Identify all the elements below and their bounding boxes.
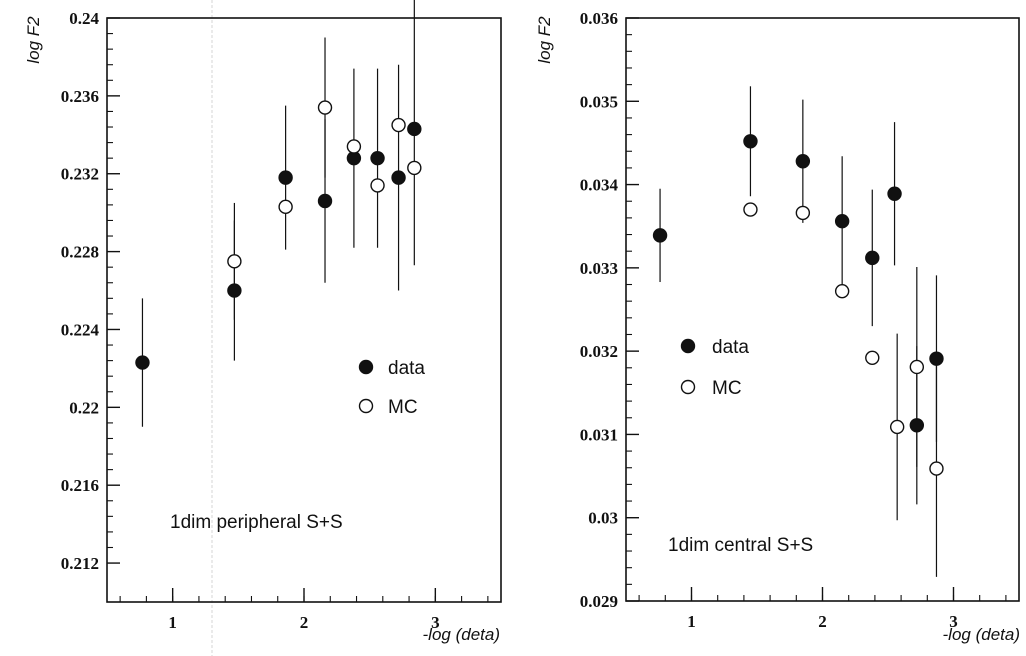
y-tick-label: 0.033 (580, 259, 618, 278)
data-point (865, 250, 880, 266)
x-ticks: 1 2 3 (119, 588, 489, 632)
data-point (135, 355, 150, 370)
data-point (909, 418, 925, 433)
mc-point (391, 117, 406, 133)
chart-peripheral: 0.212 0.216 0.22 0.224 0.228 0.232 0.236 0.24 1… (24, 0, 502, 644)
x-tick-label: 2 (300, 613, 309, 632)
data-point (391, 170, 406, 185)
y-tick-label: 0.03 (588, 509, 618, 528)
panel-annotation: 1dim central S+S (668, 535, 813, 556)
legend-data-label: data (712, 337, 749, 358)
mc-point (278, 199, 293, 215)
mc-point (834, 283, 850, 299)
y-axis-label: log F2 (535, 16, 554, 64)
mc-point (795, 205, 811, 221)
y-tick-label: 0.036 (580, 9, 618, 28)
mc-point (889, 419, 905, 435)
error-bars (141, 0, 415, 427)
legend-data-marker (358, 359, 374, 375)
legend-mc-label: MC (388, 397, 418, 418)
data-point (652, 228, 668, 243)
data-point (795, 154, 811, 169)
x-tick-label: 1 (687, 612, 696, 631)
chart-central: 0.0290.030.0310.0320.0330.0340.0350.036 … (535, 9, 1020, 644)
data-point (929, 351, 944, 366)
legend-data-label: data (388, 358, 425, 379)
y-ticks: 0.029 0.03 0.031 0.032 0.033 0.034 0.035 0.036 (580, 9, 639, 611)
y-tick-label: 0.22 (69, 398, 99, 417)
data-point (887, 186, 902, 201)
y-tick-label: 0.034 (580, 176, 619, 195)
x-axis-label: -log (deta) (423, 625, 500, 644)
mc-point (929, 461, 944, 476)
x-axis-label: -log (deta) (943, 625, 1020, 644)
data-markers (135, 100, 422, 370)
y-ticks: 0.212 0.216 0.22 0.224 0.228 0.232 0.236 0.24 (61, 9, 120, 573)
data-point (834, 214, 850, 229)
data-point (743, 134, 758, 149)
y-tick-label: 0.029 (580, 592, 618, 611)
mc-point (370, 178, 385, 193)
mc-point (346, 139, 362, 154)
x-ticks: 1 2 3 (638, 587, 1007, 631)
mc-point (227, 254, 242, 269)
x-tick-label: 3 (431, 613, 440, 632)
data-point (407, 121, 422, 137)
data-point (227, 283, 242, 298)
legend-mc-label: MC (712, 378, 742, 399)
legend: data MC (680, 337, 749, 399)
data-point (317, 193, 333, 209)
legend: data MC (358, 358, 425, 418)
plot-frame (625, 17, 1020, 602)
x-tick-label: 3 (949, 612, 958, 631)
mc-point (865, 350, 880, 366)
y-tick-label: 0.212 (61, 554, 99, 573)
y-tick-label: 0.035 (580, 92, 618, 111)
y-tick-label: 0.216 (61, 476, 99, 495)
mc-point (317, 100, 333, 115)
y-tick-label: 0.24 (69, 9, 99, 28)
mc-point (909, 359, 925, 375)
y-tick-label: 0.236 (61, 87, 99, 106)
y-tick-label: 0.032 (580, 342, 618, 361)
y-tick-label: 0.228 (61, 243, 99, 262)
x-tick-label: 2 (818, 612, 827, 631)
legend-data-marker (680, 338, 696, 354)
x-tick-label: 1 (168, 613, 177, 632)
legend-mc-marker (680, 379, 696, 395)
y-axis-label: log F2 (24, 16, 43, 64)
data-point (370, 150, 385, 166)
mc-point (407, 160, 422, 176)
data-markers (652, 134, 944, 476)
y-tick-label: 0.031 (580, 425, 618, 444)
y-tick-label: 0.232 (61, 165, 99, 184)
mc-point (743, 202, 758, 217)
legend-mc-marker (358, 398, 374, 414)
panel-annotation: 1dim peripheral S+S (170, 512, 343, 533)
data-point (278, 170, 293, 185)
y-tick-label: 0.224 (61, 320, 100, 339)
